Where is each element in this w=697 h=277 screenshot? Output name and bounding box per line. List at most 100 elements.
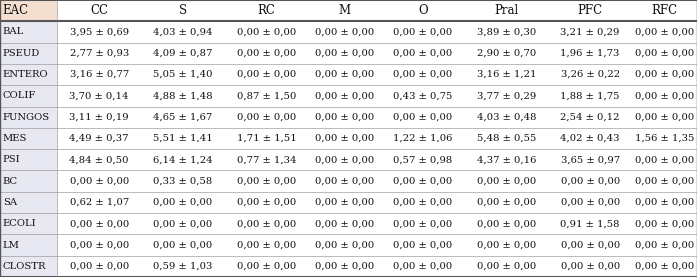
Bar xyxy=(0,64,57,85)
Bar xyxy=(308,64,381,85)
Bar xyxy=(308,107,381,128)
Text: 0,00 ± 0,00: 0,00 ± 0,00 xyxy=(393,113,452,122)
Bar xyxy=(465,21,549,43)
Bar xyxy=(465,213,549,234)
Text: 0,00 ± 0,00: 0,00 ± 0,00 xyxy=(153,198,213,207)
Text: 0,00 ± 0,00: 0,00 ± 0,00 xyxy=(70,240,129,250)
Bar xyxy=(632,0,697,21)
Bar xyxy=(549,0,632,21)
Text: 0,00 ± 0,00: 0,00 ± 0,00 xyxy=(315,49,374,58)
Bar xyxy=(549,85,632,107)
Bar xyxy=(141,43,224,64)
Bar xyxy=(141,170,224,192)
Text: ECOLI: ECOLI xyxy=(3,219,36,228)
Bar xyxy=(632,85,697,107)
Bar xyxy=(57,256,141,277)
Text: 0,00 ± 0,00: 0,00 ± 0,00 xyxy=(393,49,452,58)
Text: PSI: PSI xyxy=(3,155,20,164)
Bar xyxy=(549,213,632,234)
Text: 0,00 ± 0,00: 0,00 ± 0,00 xyxy=(153,219,213,228)
Text: 0,00 ± 0,00: 0,00 ± 0,00 xyxy=(393,198,452,207)
Text: MES: MES xyxy=(3,134,27,143)
Text: 0,00 ± 0,00: 0,00 ± 0,00 xyxy=(237,70,296,79)
Bar xyxy=(57,213,141,234)
Text: 1,88 ± 1,75: 1,88 ± 1,75 xyxy=(560,91,620,100)
Bar xyxy=(549,64,632,85)
Bar xyxy=(465,107,549,128)
Bar xyxy=(381,107,465,128)
Text: 0,00 ± 0,00: 0,00 ± 0,00 xyxy=(70,219,129,228)
Text: 0,33 ± 0,58: 0,33 ± 0,58 xyxy=(153,177,213,186)
Bar xyxy=(224,21,308,43)
Bar xyxy=(632,149,697,170)
Text: 0,00 ± 0,00: 0,00 ± 0,00 xyxy=(635,113,694,122)
Bar xyxy=(381,170,465,192)
Bar xyxy=(57,192,141,213)
Text: S: S xyxy=(178,4,187,17)
Bar xyxy=(224,192,308,213)
Bar xyxy=(308,213,381,234)
Bar xyxy=(465,0,549,21)
Text: 0,87 ± 1,50: 0,87 ± 1,50 xyxy=(237,91,296,100)
Text: RC: RC xyxy=(257,4,275,17)
Text: 0,00 ± 0,00: 0,00 ± 0,00 xyxy=(315,177,374,186)
Bar xyxy=(381,128,465,149)
Text: 0,00 ± 0,00: 0,00 ± 0,00 xyxy=(635,240,694,250)
Bar xyxy=(381,43,465,64)
Bar xyxy=(141,128,224,149)
Text: 0,00 ± 0,00: 0,00 ± 0,00 xyxy=(315,155,374,164)
Text: 0,00 ± 0,00: 0,00 ± 0,00 xyxy=(237,219,296,228)
Text: 1,56 ± 1,35: 1,56 ± 1,35 xyxy=(635,134,694,143)
Text: FUNGOS: FUNGOS xyxy=(3,113,50,122)
Text: 0,00 ± 0,00: 0,00 ± 0,00 xyxy=(560,177,620,186)
Bar xyxy=(632,170,697,192)
Text: RFC: RFC xyxy=(652,4,677,17)
Text: 2,54 ± 0,12: 2,54 ± 0,12 xyxy=(560,113,620,122)
Bar xyxy=(549,192,632,213)
Bar xyxy=(465,64,549,85)
Bar xyxy=(549,21,632,43)
Bar xyxy=(224,149,308,170)
Text: 0,00 ± 0,00: 0,00 ± 0,00 xyxy=(635,91,694,100)
Bar xyxy=(465,128,549,149)
Bar xyxy=(465,149,549,170)
Text: 4,02 ± 0,43: 4,02 ± 0,43 xyxy=(560,134,620,143)
Bar xyxy=(224,234,308,256)
Text: 3,26 ± 0,22: 3,26 ± 0,22 xyxy=(560,70,620,79)
Text: Pral: Pral xyxy=(494,4,519,17)
Bar xyxy=(465,85,549,107)
Bar xyxy=(465,170,549,192)
Bar xyxy=(0,149,57,170)
Text: 0,00 ± 0,00: 0,00 ± 0,00 xyxy=(477,198,536,207)
Text: 0,62 ± 1,07: 0,62 ± 1,07 xyxy=(70,198,129,207)
Text: M: M xyxy=(339,4,351,17)
Bar xyxy=(632,43,697,64)
Bar xyxy=(308,234,381,256)
Text: LM: LM xyxy=(3,240,20,250)
Bar xyxy=(632,21,697,43)
Bar xyxy=(224,256,308,277)
Text: PFC: PFC xyxy=(578,4,603,17)
Bar xyxy=(381,213,465,234)
Bar xyxy=(57,85,141,107)
Bar xyxy=(224,85,308,107)
Bar xyxy=(308,149,381,170)
Text: 0,00 ± 0,00: 0,00 ± 0,00 xyxy=(70,177,129,186)
Bar xyxy=(57,170,141,192)
Bar xyxy=(632,213,697,234)
Bar xyxy=(141,234,224,256)
Bar xyxy=(549,234,632,256)
Text: 0,00 ± 0,00: 0,00 ± 0,00 xyxy=(393,219,452,228)
Text: 0,91 ± 1,58: 0,91 ± 1,58 xyxy=(560,219,620,228)
Bar xyxy=(308,0,381,21)
Bar xyxy=(57,43,141,64)
Bar xyxy=(308,256,381,277)
Text: 0,00 ± 0,00: 0,00 ± 0,00 xyxy=(393,27,452,37)
Bar xyxy=(549,43,632,64)
Text: 0,00 ± 0,00: 0,00 ± 0,00 xyxy=(635,262,694,271)
Bar xyxy=(632,128,697,149)
Bar xyxy=(549,128,632,149)
Text: 0,00 ± 0,00: 0,00 ± 0,00 xyxy=(315,70,374,79)
Text: 0,00 ± 0,00: 0,00 ± 0,00 xyxy=(393,70,452,79)
Bar xyxy=(0,107,57,128)
